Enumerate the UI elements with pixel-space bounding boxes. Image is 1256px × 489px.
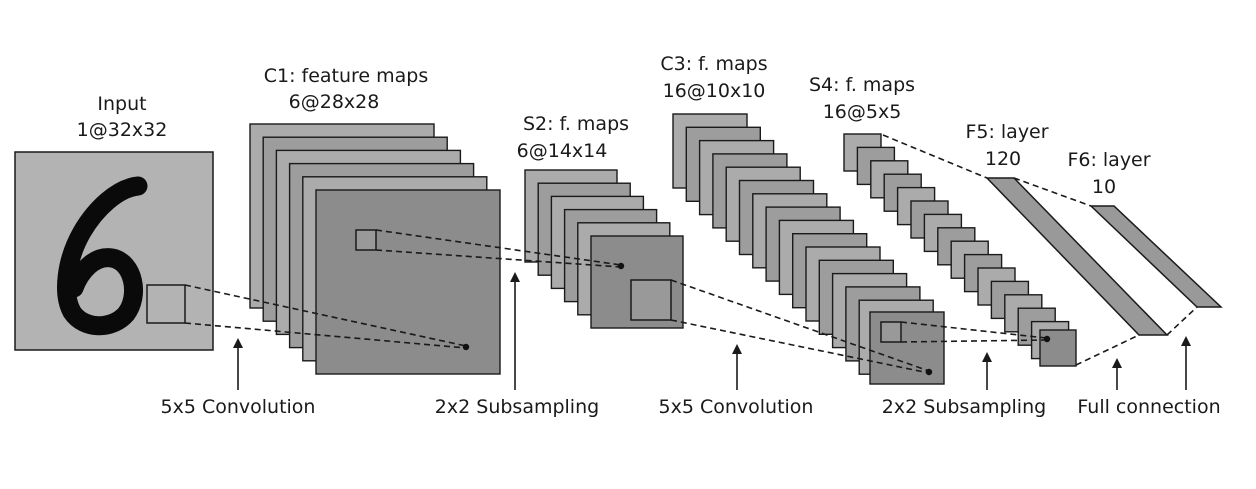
- f6-name-label: F6: layer: [1067, 149, 1150, 171]
- f5-shape-label: 120: [985, 148, 1021, 170]
- s2-feature-map-stack: [524, 169, 684, 329]
- s2-receptive-field: [630, 279, 672, 321]
- input-receptive-field: [146, 284, 186, 324]
- connection-dots: [462, 262, 1051, 376]
- f6-shape-label: 10: [1092, 176, 1116, 198]
- arrow-conv1: [233, 338, 243, 390]
- input-shape-label: 1@32x32: [77, 119, 168, 141]
- s4-target-dot: [1043, 335, 1051, 343]
- c1-target-dot: [462, 343, 470, 351]
- input-layer: [14, 151, 214, 351]
- op-full-label: Full connection: [1077, 396, 1220, 418]
- connection-lines: [184, 134, 1198, 374]
- c1-name-label: C1: feature maps: [264, 65, 429, 87]
- operation-arrows: [233, 272, 1191, 390]
- s2-shape-label: 6@14x14: [517, 140, 608, 162]
- c1-receptive-field: [355, 229, 377, 251]
- f6-layer-bar: [1089, 205, 1223, 308]
- arrow-sub2: [982, 352, 992, 390]
- s2-target-dot: [617, 262, 625, 270]
- arrow-full1: [1112, 358, 1122, 390]
- c3-target-dot: [925, 368, 933, 376]
- digit-six-glyph: [57, 176, 148, 336]
- s4-receptive-field: [880, 321, 902, 343]
- c1-map-6: [315, 189, 501, 375]
- s4-feature-map-stack: [843, 133, 1077, 367]
- arrow-sub1: [510, 272, 520, 390]
- s4-shape-label: 16@5x5: [823, 101, 902, 123]
- c3-feature-map-stack: [672, 113, 945, 385]
- f5-name-label: F5: layer: [965, 121, 1048, 143]
- op-sub1-label: 2x2 Subsampling: [435, 396, 599, 418]
- c3-shape-label: 16@10x10: [663, 80, 766, 102]
- input-name-label: Input: [97, 93, 146, 115]
- op-sub2-label: 2x2 Subsampling: [882, 396, 1046, 418]
- s2-name-label: S2: f. maps: [523, 113, 629, 135]
- arrow-conv2: [732, 344, 742, 390]
- c1-shape-label: 6@28x28: [289, 91, 380, 113]
- s4-name-label: S4: f. maps: [809, 74, 915, 96]
- op-conv2-label: 5x5 Convolution: [659, 396, 814, 418]
- op-conv1-label: 5x5 Convolution: [161, 396, 316, 418]
- c3-name-label: C3: f. maps: [660, 53, 767, 75]
- s4-map-16: [1039, 329, 1077, 367]
- arrow-full2: [1181, 336, 1191, 390]
